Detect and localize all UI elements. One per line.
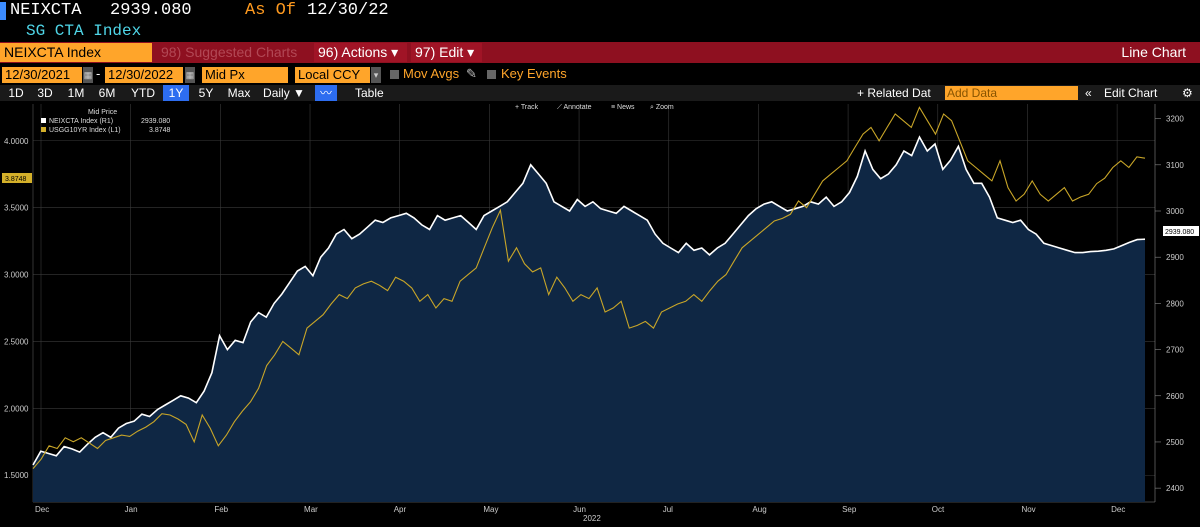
range-max[interactable]: Max [227, 86, 251, 100]
related-data-button[interactable]: + Related Dat [857, 86, 931, 100]
right-tick-label: 2400 [1166, 484, 1184, 493]
left-tick-label: 3.5000 [4, 204, 29, 213]
edit-chart-button[interactable]: Edit Chart [1104, 86, 1158, 100]
x-tick-label: Apr [394, 505, 407, 514]
right-tick-label: 2500 [1166, 438, 1184, 447]
legend-title: Mid Price [88, 109, 117, 116]
ticker-symbol: NEIXCTA [10, 1, 82, 20]
legend-swatch-usgg10yr [41, 127, 46, 132]
legend-label-usgg10yr: USGG10YR Index (L1) [49, 127, 121, 134]
legend-swatch-neixcta [41, 118, 46, 123]
x-tick-label: Aug [752, 505, 766, 514]
left-tick-label: 2.0000 [4, 404, 29, 413]
legend: Mid Price NEIXCTA Index (R1) 2939.080 US… [41, 109, 171, 134]
mov-avgs-checkbox[interactable] [390, 70, 399, 79]
range-1y[interactable]: 1Y [163, 85, 189, 101]
legend-value-neixcta: 2939.080 [141, 118, 170, 125]
key-events-checkbox[interactable] [487, 70, 496, 79]
right-tick-label: 3100 [1166, 161, 1184, 170]
line-chart-icon[interactable]: 〰 [315, 85, 337, 101]
annotate-tool[interactable]: ⟋ Annotate [557, 103, 592, 111]
chart-area: 1.5000 2.0000 2.5000 3.0000 3.5000 4.0000 240… [0, 102, 1200, 523]
x-year-label: 2022 [583, 514, 601, 522]
x-tick-label: Dec [35, 505, 49, 514]
right-tick-label: 3000 [1166, 207, 1184, 216]
as-of-label: As Of [245, 1, 297, 20]
x-tick-label: Dec [1111, 505, 1125, 514]
key-events-label[interactable]: Key Events [501, 66, 567, 81]
edit-menu[interactable]: 97) Edit ▾ [411, 43, 482, 62]
range-toolbar [0, 85, 1200, 101]
date-range-dash: - [96, 66, 101, 81]
end-date-input[interactable]: 12/30/2022 [105, 67, 183, 83]
right-tick-label: 2900 [1166, 253, 1184, 262]
left-last-flag: 3.8748 [2, 173, 32, 183]
track-tool[interactable]: + Track [515, 104, 539, 111]
right-tick-label: 2800 [1166, 299, 1184, 308]
right-last-flag: 2939.080 [1163, 226, 1199, 236]
range-5y[interactable]: 5Y [198, 86, 214, 100]
range-6m[interactable]: 6M [98, 86, 116, 100]
gear-icon[interactable]: ⚙ [1182, 86, 1193, 100]
right-last-value: 2939.080 [1165, 229, 1194, 236]
left-tick-label: 1.5000 [4, 471, 29, 480]
start-date-input[interactable]: 12/30/2021 [2, 67, 82, 83]
right-tick-label: 2600 [1166, 392, 1184, 401]
add-data-input[interactable]: Add Data [945, 86, 1078, 100]
security-name: SG CTA Index [26, 22, 142, 40]
collapse-icon[interactable]: « [1085, 86, 1092, 100]
security-input[interactable]: NEIXCTA Index [0, 43, 152, 62]
x-tick-label: Jul [663, 505, 673, 514]
left-last-value: 3.8748 [5, 176, 27, 183]
x-tick-label: Feb [214, 505, 228, 514]
x-tick-label: Jun [573, 505, 586, 514]
left-tick-label: 3.0000 [4, 271, 29, 280]
x-tick-label: Mar [304, 505, 318, 514]
x-axis: Dec Jan Feb Mar Apr May Jun Jul Aug Sep Oct Nov Dec 2… [35, 505, 1125, 523]
actions-menu[interactable]: 96) Actions ▾ [314, 43, 407, 62]
calendar-icon[interactable]: ▦ [83, 67, 93, 83]
legend-label-neixcta: NEIXCTA Index (R1) [49, 118, 113, 125]
left-tick-label: 2.5000 [4, 337, 29, 346]
calendar-icon[interactable]: ▦ [185, 67, 195, 83]
right-axis: 2400 2500 2600 2700 2800 2900 3000 3100 3200 [1166, 115, 1184, 494]
x-tick-label: Nov [1021, 505, 1035, 514]
left-axis: 1.5000 2.0000 2.5000 3.0000 3.5000 4.0000 [4, 137, 29, 480]
currency-select[interactable]: Local CCY [295, 67, 370, 83]
neixcta-line [32, 135, 1146, 466]
frequency-select[interactable]: Daily ▼ [263, 86, 305, 100]
right-tick-label: 3200 [1166, 115, 1184, 124]
legend-value-usgg10yr: 3.8748 [149, 127, 171, 134]
range-ytd[interactable]: YTD [131, 86, 155, 100]
active-indicator [0, 2, 6, 20]
last-value: 2939.080 [110, 1, 192, 20]
x-tick-label: Jan [125, 505, 138, 514]
suggested-charts-button[interactable]: 98) Suggested Charts [155, 43, 310, 62]
neixcta-area [33, 137, 1145, 502]
price-chart[interactable]: 1.5000 2.0000 2.5000 3.0000 3.5000 4.0000 240… [0, 102, 1200, 523]
usgg10yr-line [32, 106, 1146, 469]
field-select[interactable]: Mid Px [202, 67, 288, 83]
chart-type-title: Line Chart [1121, 44, 1186, 60]
x-tick-label: May [483, 505, 498, 514]
news-tool[interactable]: ≡ News [611, 104, 635, 111]
x-tick-label: Sep [842, 505, 857, 514]
chevron-down-icon[interactable]: ▾ [371, 67, 381, 83]
mov-avgs-label[interactable]: Mov Avgs [403, 66, 460, 81]
range-3d[interactable]: 3D [37, 86, 53, 100]
zoom-tool[interactable]: ⌕ Zoom [650, 104, 674, 111]
as-of-date: 12/30/22 [307, 1, 389, 20]
right-tick-label: 2700 [1166, 346, 1184, 355]
range-1d[interactable]: 1D [8, 86, 24, 100]
range-1m[interactable]: 1M [67, 86, 85, 100]
pencil-icon[interactable]: ✎ [466, 66, 477, 81]
left-tick-label: 4.0000 [4, 137, 29, 146]
table-button[interactable]: Table [355, 86, 384, 100]
x-tick-label: Oct [932, 505, 945, 514]
